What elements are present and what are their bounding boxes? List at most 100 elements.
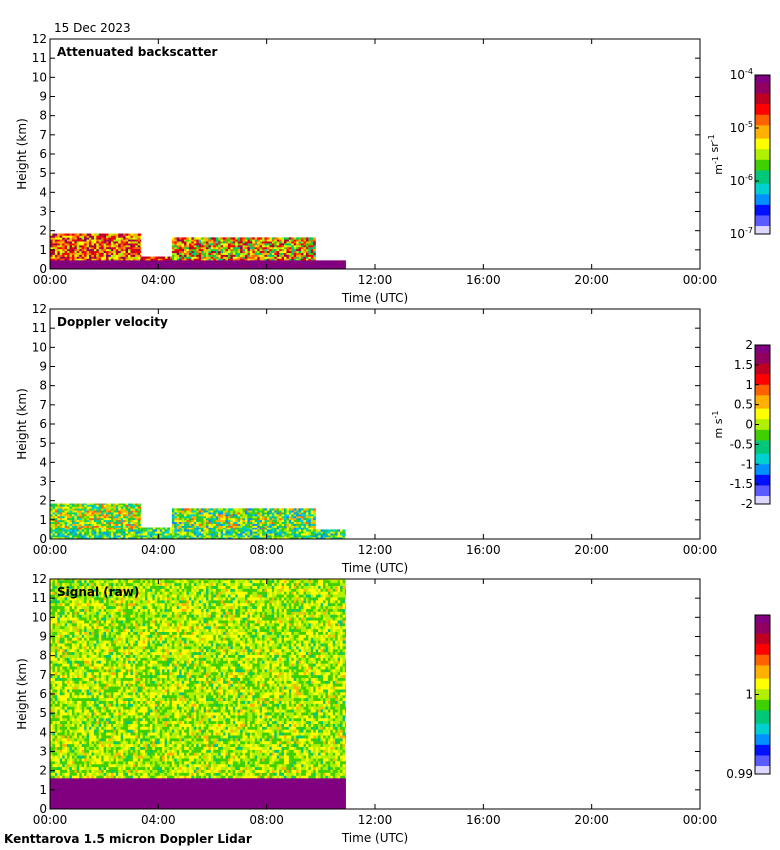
- heatmap-cell: [71, 706, 75, 710]
- heatmap-cell: [120, 246, 124, 250]
- heatmap-cell: [64, 239, 68, 242]
- colorbar-step: [755, 215, 770, 219]
- heatmap-cell: [237, 246, 241, 250]
- heatmap-cell: [54, 254, 58, 257]
- heatmap-cell: [310, 512, 314, 515]
- heatmap-cell: [196, 243, 200, 246]
- heatmap-cell: [181, 521, 185, 524]
- heatmap-cell: [108, 525, 112, 528]
- colorbar-tick-label: 10-7: [730, 226, 753, 241]
- heatmap-cell: [86, 267, 90, 270]
- heatmap-cell: [305, 519, 309, 523]
- heatmap-cell: [79, 769, 83, 773]
- heatmap-cell: [118, 525, 122, 528]
- heatmap-cell: [171, 533, 175, 536]
- heatmap-cell: [254, 537, 258, 540]
- heatmap-cell: [69, 738, 73, 742]
- heatmap-cell: [79, 600, 83, 604]
- heatmap-cell: [249, 523, 253, 526]
- heatmap-cell: [120, 237, 124, 240]
- heatmap-cell: [50, 517, 53, 521]
- heatmap-cell: [74, 521, 78, 524]
- heatmap-cell: [149, 267, 153, 270]
- heatmap-cell: [225, 533, 229, 536]
- heatmap-cell: [74, 600, 78, 604]
- heatmap-cell: [130, 529, 134, 532]
- heatmap-cell: [140, 533, 144, 536]
- heatmap-cell: [106, 531, 109, 534]
- heatmap-cell: [191, 533, 195, 536]
- heatmap-cell: [259, 246, 263, 250]
- heatmap-cell: [213, 250, 217, 254]
- heatmap-cell: [232, 256, 236, 259]
- heatmap-cell: [298, 239, 302, 242]
- heatmap-cell: [52, 506, 56, 509]
- heatmap-cell: [130, 267, 134, 270]
- heatmap-cell: [91, 506, 95, 509]
- heatmap-cell: [264, 519, 268, 523]
- heatmap-cell: [232, 535, 236, 538]
- heatmap-cell: [254, 265, 258, 268]
- heatmap-cell: [50, 241, 53, 244]
- heatmap-cell: [50, 254, 53, 257]
- heatmap-cell: [242, 245, 246, 248]
- heatmap-cell: [57, 588, 61, 592]
- heatmap-cell: [313, 512, 316, 515]
- heatmap-cell: [157, 256, 161, 259]
- heatmap-cell: [57, 657, 61, 661]
- heatmap-cell: [288, 245, 292, 248]
- heatmap-cell: [184, 525, 187, 528]
- heatmap-cell: [257, 263, 261, 266]
- heatmap-cell: [103, 508, 107, 511]
- heatmap-cell: [96, 516, 100, 519]
- heatmap-cell: [259, 514, 263, 517]
- heatmap-cell: [59, 680, 63, 684]
- heatmap-cell: [59, 761, 63, 765]
- heatmap-cell: [79, 749, 83, 753]
- heatmap-cell: [184, 254, 187, 257]
- heatmap-cell: [103, 233, 107, 236]
- heatmap-cell: [165, 527, 168, 530]
- heatmap-cell: [54, 537, 58, 540]
- heatmap-cell: [64, 749, 68, 753]
- heatmap-cell: [303, 535, 307, 538]
- heatmap-cell: [208, 263, 212, 266]
- heatmap-cell: [67, 640, 70, 644]
- heatmap-cell: [59, 738, 63, 742]
- colorbar-step: [755, 223, 770, 227]
- heatmap-cell: [296, 519, 300, 523]
- heatmap-cell: [162, 531, 165, 534]
- heatmap-cell: [57, 663, 61, 667]
- heatmap-cell: [262, 246, 265, 250]
- heatmap-cell: [96, 265, 100, 268]
- heatmap-cell: [191, 265, 195, 268]
- heatmap-cell: [171, 525, 175, 528]
- colorbar-step: [755, 170, 770, 174]
- heatmap-cell: [79, 740, 83, 745]
- heatmap-cell: [79, 623, 83, 627]
- heatmap-cell: [64, 763, 68, 768]
- heatmap-cell: [247, 267, 251, 270]
- heatmap-cell: [210, 535, 214, 538]
- heatmap-cell: [298, 533, 302, 536]
- heatmap-cell: [313, 254, 316, 257]
- heatmap-cell: [101, 241, 105, 244]
- heatmap-cell: [71, 660, 75, 664]
- heatmap-cell: [52, 602, 56, 607]
- heatmap-cell: [76, 529, 80, 532]
- heatmap-cell: [132, 533, 136, 536]
- heatmap-cell: [269, 243, 273, 246]
- heatmap-cell: [118, 243, 122, 246]
- heatmap-cell: [98, 503, 102, 505]
- heatmap-cell: [266, 261, 270, 264]
- heatmap-cell: [74, 720, 78, 724]
- heatmap-cell: [130, 533, 134, 536]
- heatmap-cell: [59, 720, 63, 724]
- heatmap-cell: [69, 703, 73, 707]
- heatmap-cell: [240, 263, 243, 266]
- heatmap-cell: [110, 252, 114, 255]
- heatmap-cell: [81, 703, 85, 707]
- heatmap-cell: [196, 523, 200, 526]
- heatmap-cell: [318, 535, 321, 538]
- heatmap-cell: [81, 743, 85, 747]
